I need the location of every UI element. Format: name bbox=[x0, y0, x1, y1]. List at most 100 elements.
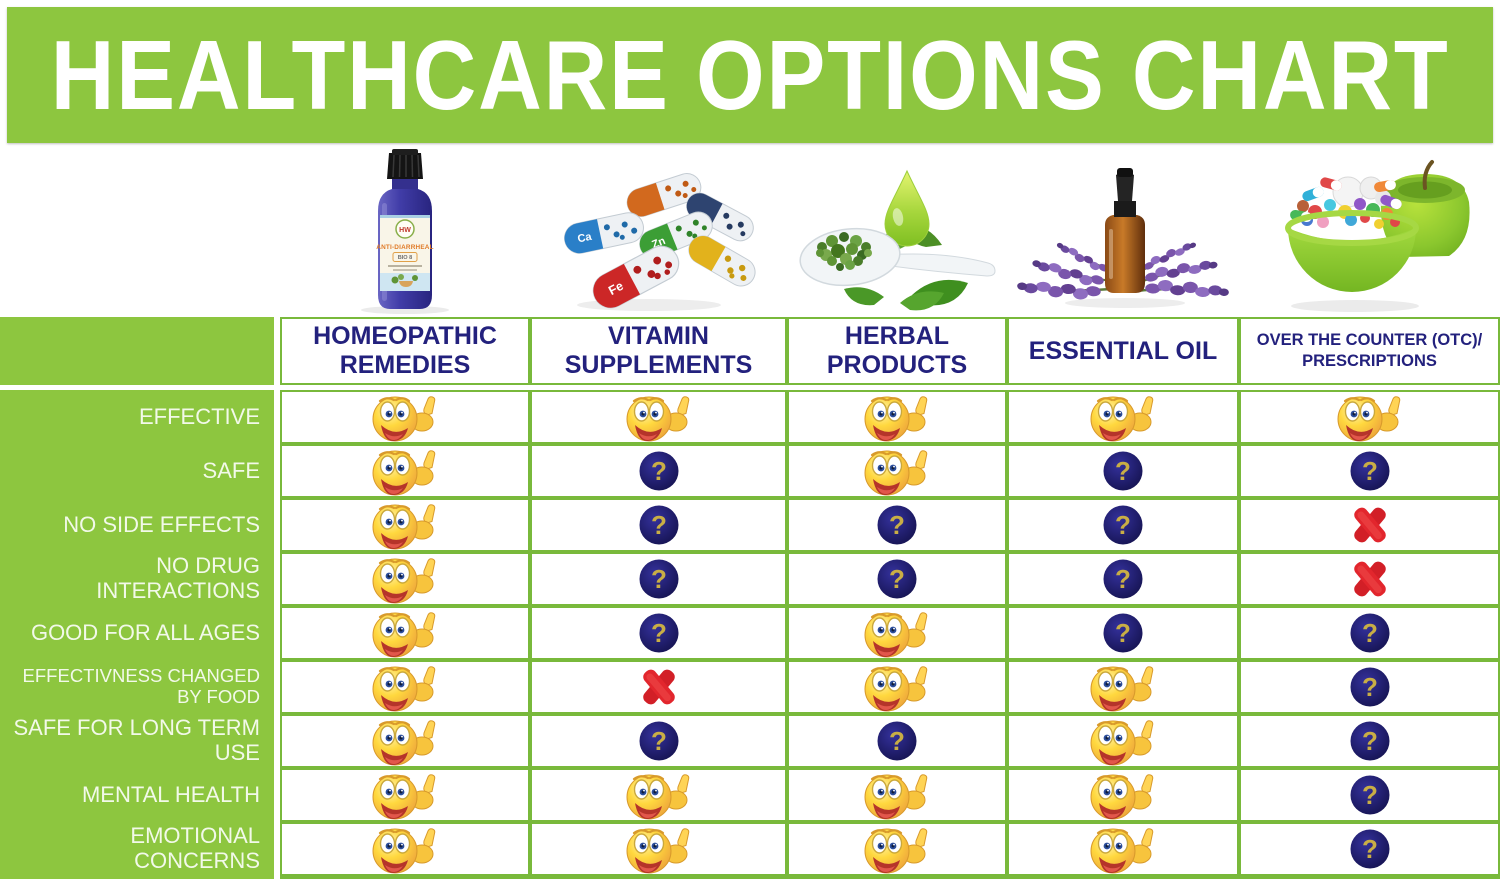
essential-oil-image bbox=[1007, 143, 1239, 317]
capsule-ca-label: Ca bbox=[576, 231, 593, 246]
cell-thumbs-up-smiley bbox=[1007, 768, 1239, 822]
cell-thumbs-up-smiley bbox=[280, 768, 530, 822]
table-row: NO DRUG INTERACTIONS??? bbox=[0, 552, 1500, 606]
cell-thumbs-up-smiley bbox=[787, 660, 1007, 714]
svg-text:?: ? bbox=[1115, 618, 1131, 648]
table-row: SAFE??? bbox=[0, 444, 1500, 498]
cell-thumbs-up-smiley bbox=[530, 390, 787, 444]
row-label: EFFECTIVE bbox=[0, 390, 280, 444]
thumbs-up-smiley-icon bbox=[1090, 774, 1154, 820]
bottle-bio-text: BIO 8 bbox=[398, 255, 413, 261]
homeopathic-bottle-icon: HW ANTI-DIARRHEAL BIO 8 bbox=[361, 149, 449, 314]
product-images-row: HW ANTI-DIARRHEAL BIO 8 bbox=[0, 143, 1500, 317]
table-row: NO SIDE EFFECTS??? bbox=[0, 498, 1500, 552]
row-label: EMOTIONAL CONCERNS bbox=[0, 822, 280, 876]
cell-thumbs-up-smiley bbox=[1007, 390, 1239, 444]
thumbs-up-smiley-icon bbox=[626, 774, 689, 820]
cell-thumbs-up-smiley bbox=[280, 660, 530, 714]
thumbs-up-smiley-icon bbox=[372, 774, 436, 820]
svg-text:?: ? bbox=[651, 618, 667, 648]
svg-text:?: ? bbox=[1362, 456, 1378, 486]
bottom-strip-label bbox=[0, 876, 280, 879]
thumbs-up-smiley-icon bbox=[864, 450, 928, 496]
cell-thumbs-up-smiley bbox=[1007, 822, 1239, 876]
cell-question-mark: ? bbox=[1239, 822, 1500, 876]
cell-question-mark: ? bbox=[530, 498, 787, 552]
vitamin-capsules-icon: Ca Zn Fe bbox=[563, 173, 756, 311]
table-row: EFFECTIVE bbox=[0, 390, 1500, 444]
thumbs-up-smiley-icon bbox=[372, 558, 436, 604]
cell-thumbs-up-smiley bbox=[787, 444, 1007, 498]
question-mark-icon: ? bbox=[1350, 451, 1389, 491]
svg-text:?: ? bbox=[651, 456, 667, 486]
cell-question-mark: ? bbox=[787, 498, 1007, 552]
thumbs-up-smiley-icon bbox=[1337, 396, 1400, 442]
thumbs-up-smiley-icon bbox=[626, 396, 689, 442]
svg-text:?: ? bbox=[889, 564, 905, 594]
title-banner: HEALTHCARE OPTIONS CHART bbox=[7, 7, 1493, 143]
cell-thumbs-up-smiley bbox=[787, 822, 1007, 876]
comparison-table-body: EFFECTIVE SAFE??? NO SIDE EFFECTS??? NO DRU… bbox=[0, 390, 1500, 876]
row-label: NO SIDE EFFECTS bbox=[0, 498, 280, 552]
cell-red-x bbox=[530, 660, 787, 714]
svg-text:?: ? bbox=[1362, 618, 1378, 648]
question-mark-icon: ? bbox=[1350, 829, 1389, 869]
svg-text:?: ? bbox=[1115, 456, 1131, 486]
essential-oil-bottle-icon bbox=[1015, 168, 1231, 308]
svg-text:?: ? bbox=[889, 726, 905, 756]
cell-question-mark: ? bbox=[1007, 498, 1239, 552]
svg-text:?: ? bbox=[1362, 780, 1378, 810]
column-header-homeopathic-remedy-bottle: HOMEOPATHIC REMEDIES bbox=[280, 317, 530, 385]
cell-thumbs-up-smiley bbox=[530, 822, 787, 876]
cell-question-mark: ? bbox=[1239, 444, 1500, 498]
column-header-essential-oil-dropper-bottle: ESSENTIAL OIL bbox=[1007, 317, 1239, 385]
thumbs-up-smiley-icon bbox=[372, 504, 436, 550]
otc-prescriptions-image bbox=[1239, 143, 1500, 317]
header-row: HOMEOPATHIC REMEDIES VITAMIN SUPPLEMENTS H… bbox=[0, 317, 1500, 385]
cell-question-mark: ? bbox=[530, 552, 787, 606]
thumbs-up-smiley-icon bbox=[626, 828, 689, 874]
herbal-products-image bbox=[787, 143, 1007, 317]
svg-text:?: ? bbox=[651, 510, 667, 540]
question-mark-icon: ? bbox=[1103, 505, 1143, 545]
svg-text:?: ? bbox=[651, 564, 667, 594]
svg-text:?: ? bbox=[889, 510, 905, 540]
herbal-spoon-icon bbox=[799, 169, 996, 311]
cell-thumbs-up-smiley bbox=[280, 714, 530, 768]
corner-cell bbox=[0, 317, 280, 385]
cell-question-mark: ? bbox=[1239, 714, 1500, 768]
corner-spacer bbox=[0, 143, 280, 317]
question-mark-icon: ? bbox=[639, 613, 678, 653]
thumbs-up-smiley-icon bbox=[1090, 828, 1154, 874]
question-mark-icon: ? bbox=[1350, 721, 1389, 761]
cell-thumbs-up-smiley bbox=[530, 768, 787, 822]
cell-question-mark: ? bbox=[1007, 444, 1239, 498]
red-x-icon bbox=[1353, 561, 1386, 597]
table-row: EFFECTIVNESS CHANGED BY FOOD? bbox=[0, 660, 1500, 714]
cell-thumbs-up-smiley bbox=[1239, 390, 1500, 444]
cell-red-x bbox=[1239, 498, 1500, 552]
question-mark-icon: ? bbox=[639, 721, 678, 761]
red-x-icon bbox=[1353, 507, 1386, 543]
thumbs-up-smiley-icon bbox=[372, 612, 436, 658]
thumbs-up-smiley-icon bbox=[864, 774, 928, 820]
cell-question-mark: ? bbox=[1007, 552, 1239, 606]
column-header-herbal-spoon-drop-leaves: HERBAL PRODUCTS bbox=[787, 317, 1007, 385]
cell-thumbs-up-smiley bbox=[787, 390, 1007, 444]
cell-thumbs-up-smiley bbox=[280, 390, 530, 444]
thumbs-up-smiley-icon bbox=[864, 612, 928, 658]
thumbs-up-smiley-icon bbox=[1090, 396, 1154, 442]
question-mark-icon: ? bbox=[1103, 613, 1143, 653]
question-mark-icon: ? bbox=[1350, 667, 1389, 707]
column-header-pill-bowl-with-apple: OVER THE COUNTER (OTC)/ PRESCRIPTIONS bbox=[1239, 317, 1500, 385]
cell-question-mark: ? bbox=[1239, 660, 1500, 714]
question-mark-icon: ? bbox=[877, 505, 917, 545]
row-label: SAFE FOR LONG TERM USE bbox=[0, 714, 280, 768]
cell-question-mark: ? bbox=[530, 714, 787, 768]
cell-thumbs-up-smiley bbox=[1007, 714, 1239, 768]
thumbs-up-smiley-icon bbox=[864, 666, 928, 712]
svg-text:?: ? bbox=[651, 726, 667, 756]
thumbs-up-smiley-icon bbox=[1090, 720, 1154, 766]
question-mark-icon: ? bbox=[1103, 559, 1143, 599]
question-mark-icon: ? bbox=[1350, 613, 1389, 653]
